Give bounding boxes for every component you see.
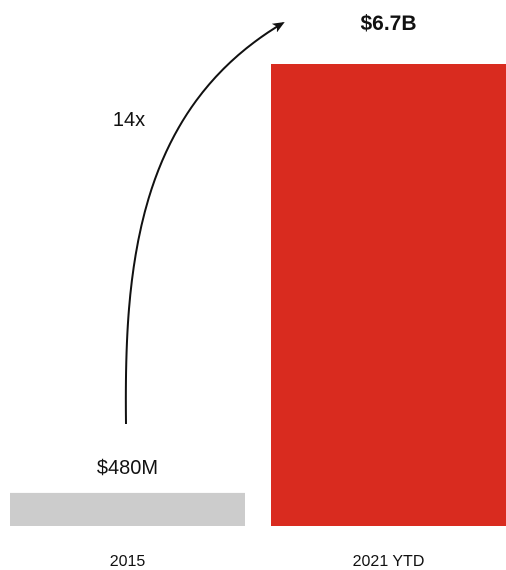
bar-2021-ytd [271,64,506,526]
growth-label: 14x [113,109,145,131]
labels-group: $480M 2015 $6.7B 2021 YTD [97,12,424,570]
value-label: $480M [97,457,158,479]
bars-group [10,64,506,526]
bar-2015 [10,492,245,526]
category-label: 2015 [110,553,146,570]
value-label: $6.7B [360,12,416,35]
growth-arrow [124,21,285,425]
category-label: 2021 YTD [353,553,425,570]
